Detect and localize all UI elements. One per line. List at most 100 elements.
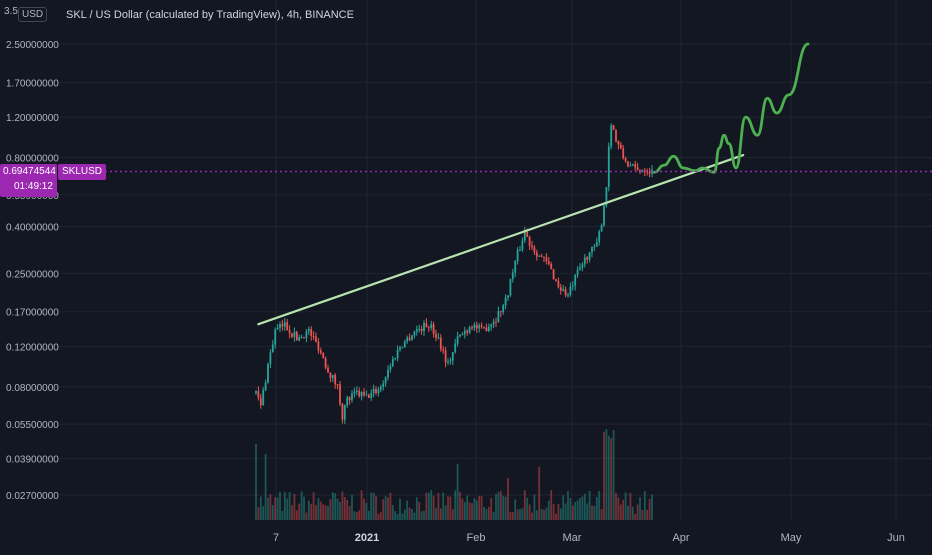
candle (255, 390, 257, 395)
candle-body (418, 328, 421, 330)
candle (370, 389, 373, 402)
volume-bar (389, 492, 392, 520)
candle (262, 387, 265, 406)
volume-bar (617, 497, 620, 520)
candle (564, 286, 567, 298)
volume-bar (576, 500, 579, 520)
volume-bar (629, 492, 632, 520)
candle-body (315, 336, 317, 342)
candle-body (533, 247, 536, 253)
y-tick-label: 0.17000000 (6, 308, 59, 319)
current-price-tag: 0.69474544 01:49:12 (0, 163, 57, 197)
candle (329, 372, 332, 383)
volume-bar (473, 498, 476, 520)
candle (403, 339, 406, 348)
candle-body (475, 324, 478, 329)
currency-button[interactable]: USD (18, 7, 48, 22)
candle-body (468, 327, 471, 333)
candle (595, 237, 598, 247)
candle-body (459, 334, 461, 337)
candle (391, 356, 394, 368)
volume-bar (552, 504, 555, 520)
candle (286, 318, 289, 331)
volume-bar (595, 496, 598, 520)
candle-body (334, 375, 337, 385)
candle-body (447, 361, 449, 363)
candle-body (569, 286, 572, 295)
candle (617, 140, 620, 150)
volume-bar (334, 493, 337, 520)
volume-bar (564, 503, 567, 520)
candle (598, 229, 601, 246)
candle-body (461, 334, 464, 336)
volume-bar (547, 500, 550, 520)
candle (559, 283, 562, 295)
candle (288, 325, 291, 339)
y-tick-label: 0.25000000 (6, 269, 59, 280)
candle (550, 261, 553, 270)
volume-bar (502, 495, 505, 520)
candle (562, 284, 565, 292)
candle (267, 362, 269, 384)
candle-body (403, 341, 406, 348)
volume-bar (264, 453, 267, 520)
volume-bar (343, 497, 346, 520)
candle (382, 380, 385, 391)
y-tick-label: 0.05500000 (6, 420, 59, 431)
candle (399, 345, 401, 352)
volume-bar (341, 491, 344, 520)
volume-bar (329, 499, 332, 520)
candle (636, 162, 639, 171)
candle-body (336, 384, 339, 386)
x-tick-label: May (781, 532, 802, 544)
volume-bar (634, 513, 637, 520)
chart-title: SKL / US Dollar (calculated by TradingVi… (66, 9, 354, 21)
candle-body (567, 294, 569, 296)
candle (461, 332, 464, 336)
candle-body (291, 333, 293, 337)
volume-bar (447, 496, 449, 520)
candle (600, 223, 603, 232)
volume-bar (303, 496, 305, 520)
volume-bar (384, 496, 387, 520)
candle-body (384, 377, 387, 384)
volume-bar (267, 497, 269, 520)
candle (276, 324, 279, 330)
candle (607, 142, 610, 192)
candle-body (324, 358, 327, 368)
candle-body (391, 358, 394, 367)
candle-body (509, 279, 512, 296)
candle (317, 338, 320, 354)
candle-body (411, 335, 413, 340)
candle (379, 384, 382, 393)
candle (307, 326, 310, 335)
volume-bar (315, 505, 317, 520)
candle-body (643, 170, 646, 172)
candle-body (543, 256, 545, 258)
candle-body (478, 325, 481, 329)
candle-body (483, 326, 485, 328)
candle-body (574, 275, 577, 286)
candle-body (598, 231, 601, 243)
candle (643, 167, 646, 177)
volume-bar (322, 504, 325, 520)
candle (406, 335, 409, 344)
candle-body (343, 405, 346, 420)
candle (507, 294, 509, 301)
candle (363, 388, 365, 398)
candle-body (346, 397, 349, 406)
candle (538, 254, 541, 257)
candle (646, 168, 649, 176)
y-tick-label: 1.70000000 (6, 78, 59, 89)
candle (451, 351, 454, 366)
candle-body (540, 255, 543, 257)
volume-bar (543, 509, 545, 520)
candle (413, 330, 416, 339)
candle-body (442, 349, 445, 351)
candle (483, 326, 485, 330)
volume-bar (449, 496, 452, 520)
candle (264, 379, 267, 392)
candle-body (531, 245, 533, 248)
